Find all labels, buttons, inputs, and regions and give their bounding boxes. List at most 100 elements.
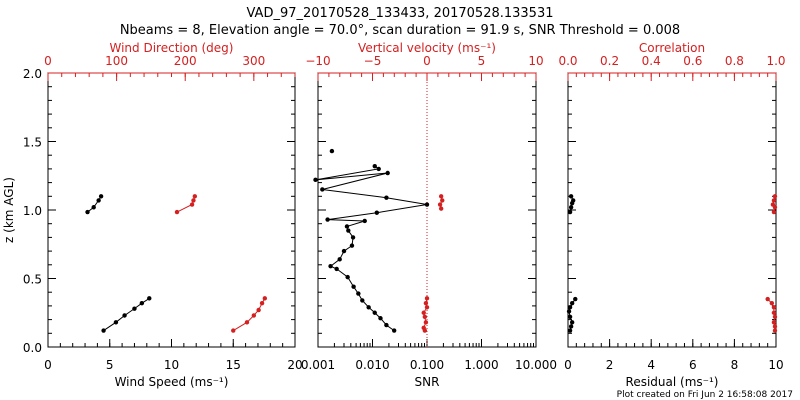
x-bottom-tick-label: 2 <box>606 358 614 372</box>
data-point-snr <box>376 166 381 172</box>
figure-title: VAD_97_20170528_133433, 20170528.133531 <box>247 6 554 21</box>
x-top-tick-label: −5 <box>364 54 382 68</box>
x-bottom-tick-label: 0.001 <box>301 358 335 372</box>
data-point-snr <box>337 257 342 262</box>
data-point-snr <box>360 298 365 303</box>
data-point-residual <box>567 328 573 333</box>
data-point-residual <box>567 314 573 320</box>
y-tick-label: 0.5 <box>23 273 42 287</box>
data-point-snr <box>325 217 330 222</box>
data-point-wind-direction <box>262 296 268 301</box>
x-top-tick-label: 100 <box>105 54 128 68</box>
x-bottom-tick-label: 0.010 <box>355 358 389 372</box>
data-point-snr <box>424 202 430 207</box>
data-point-snr <box>344 224 350 229</box>
data-point-snr <box>362 218 367 224</box>
data-point-vertical-velocity <box>440 198 445 203</box>
data-point-correlation <box>765 296 770 302</box>
data-point-wind-direction <box>259 300 265 306</box>
y-tick-label: 0.0 <box>23 341 42 355</box>
data-point-snr <box>341 248 347 254</box>
x-top-tick-label: 0.4 <box>642 54 661 68</box>
data-point-correlation <box>771 209 777 215</box>
data-point-snr <box>328 263 333 269</box>
data-point-vertical-velocity <box>421 310 426 315</box>
data-point-snr <box>345 274 350 280</box>
panel-right: 0 2 4 6 8 10 Residual (ms⁻¹) 0.0 0.2 0.4 0.6 0.8 1.0… <box>558 41 785 389</box>
data-point-snr <box>351 284 356 289</box>
data-point-snr <box>372 163 377 169</box>
x-top-tick-label: 5 <box>478 54 486 68</box>
x-bottom-axis-label: Residual (ms⁻¹) <box>626 375 719 389</box>
data-point-wind-speed <box>96 198 101 203</box>
data-point-snr <box>346 228 351 233</box>
panel-left: 0.0 0.5 1.0 1.5 2.0 z (km AGL) 0 5 10 15 20 Wind Sp… <box>2 41 303 389</box>
x-bottom-tick-label: 8 <box>731 358 739 372</box>
x-bottom-tick-label: 0 <box>564 358 572 372</box>
data-point-residual <box>569 320 575 325</box>
data-point-correlation <box>770 202 776 207</box>
data-point-wind-direction <box>244 320 250 325</box>
data-point-residual <box>571 198 576 203</box>
data-point-wind-speed <box>91 205 96 210</box>
data-point-residual <box>568 205 574 210</box>
data-point-wind-direction <box>256 307 261 313</box>
x-bottom-tick-label: 10 <box>768 358 783 372</box>
data-point-residual <box>569 300 575 306</box>
x-top-tick-label: 200 <box>174 54 197 68</box>
data-point-snr <box>349 243 355 248</box>
panel-middle: 0.001 0.010 0.100 1.000 10.000 SNR −10 −5 0 5 10 Ve… <box>301 41 557 389</box>
data-point-snr <box>334 266 339 272</box>
data-point-wind-speed <box>139 300 145 306</box>
x-bottom-axis-label: Wind Speed (ms⁻¹) <box>115 375 229 389</box>
data-point-vertical-velocity <box>438 194 444 199</box>
x-top-tick-label: 10 <box>528 54 543 68</box>
data-point-wind-speed <box>122 313 127 318</box>
data-point-snr <box>320 187 325 192</box>
data-point-wind-speed <box>132 306 137 311</box>
data-point-correlation <box>772 194 778 199</box>
x-bottom-tick-label: 20 <box>287 358 302 372</box>
data-point-wind-direction <box>189 202 195 207</box>
data-point-wind-speed <box>101 328 106 333</box>
data-point-vertical-velocity <box>437 202 443 207</box>
x-bottom-tick-label: 1.000 <box>464 358 498 372</box>
data-point-wind-speed <box>147 296 152 301</box>
data-point-snr <box>374 210 380 215</box>
data-point-snr <box>313 177 318 183</box>
x-bottom-tick-label: 0.100 <box>410 358 444 372</box>
data-point-residual <box>568 194 574 199</box>
y-tick-label: 2.0 <box>23 67 42 81</box>
x-top-tick-label: 0 <box>423 54 431 68</box>
data-point-snr <box>385 170 390 176</box>
data-point-residual <box>573 296 578 302</box>
y-tick-label: 1.5 <box>23 136 42 150</box>
series-line-snr <box>315 165 428 332</box>
data-point-vertical-velocity <box>423 320 429 325</box>
data-point-wind-speed <box>98 194 104 199</box>
data-point-snr <box>366 305 371 310</box>
data-point-snr <box>356 291 361 296</box>
data-point-correlation <box>771 198 777 203</box>
data-point-snr <box>378 316 383 321</box>
data-point-residual <box>567 305 573 310</box>
data-point-vertical-velocity <box>424 296 430 301</box>
data-point-residual <box>566 309 572 314</box>
data-point-vertical-velocity <box>422 314 428 320</box>
data-point-wind-direction <box>174 209 180 215</box>
figure-subtitle: Nbeams = 8, Elevation angle = 70.0°, sca… <box>120 23 680 38</box>
data-point-residual <box>567 209 573 215</box>
data-point-correlation <box>771 310 777 315</box>
data-point-residual <box>568 324 574 329</box>
x-top-tick-label: 0.0 <box>558 54 577 68</box>
data-point-wind-direction <box>251 313 257 318</box>
data-point-vertical-velocity <box>424 305 430 310</box>
data-point-snr <box>372 310 377 315</box>
data-point-snr <box>391 328 397 333</box>
y-tick-label: 1.0 <box>23 204 42 218</box>
x-top-tick-label: 0.8 <box>725 54 744 68</box>
data-point-vertical-velocity <box>438 206 444 211</box>
data-point-vertical-velocity <box>423 300 429 306</box>
data-point-wind-direction <box>191 198 196 203</box>
